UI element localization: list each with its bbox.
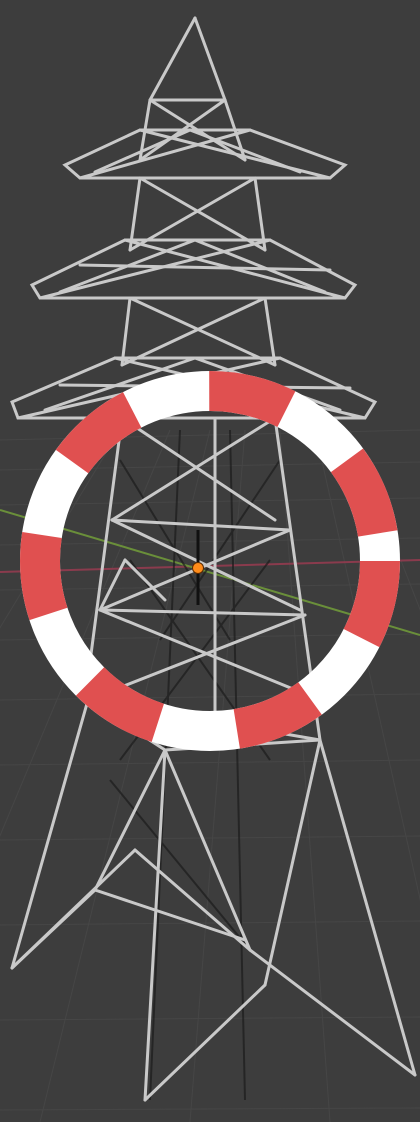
transmission-tower-model[interactable] [10, 16, 417, 1102]
object-origin-icon [193, 563, 203, 573]
y-axis-line [0, 509, 420, 636]
